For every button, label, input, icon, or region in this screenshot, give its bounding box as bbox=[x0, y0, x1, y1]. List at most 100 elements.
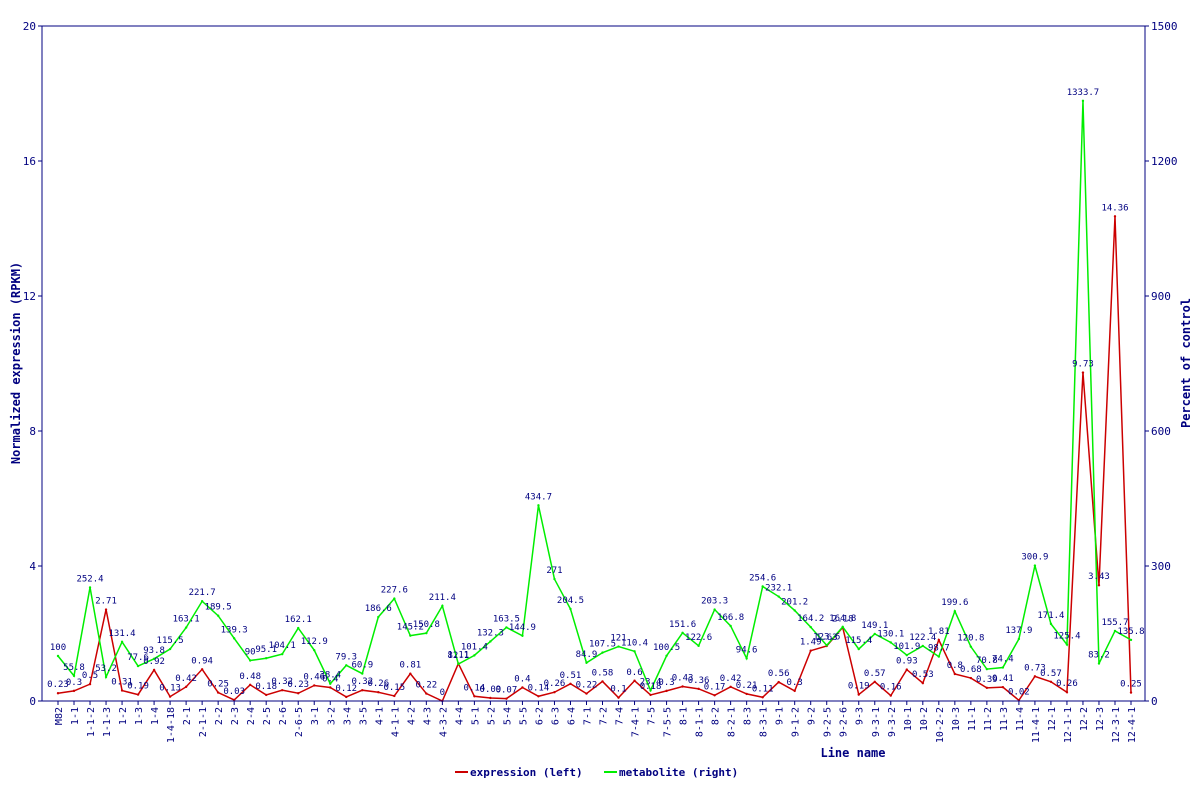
x-tick-label: 4-3 bbox=[422, 707, 433, 725]
data-label: 123.6 bbox=[813, 632, 840, 642]
data-point bbox=[361, 689, 364, 692]
x-tick-label: 11-2 bbox=[983, 707, 994, 731]
data-point bbox=[521, 634, 524, 637]
x-tick-label: 5-4 bbox=[502, 707, 513, 725]
data-point bbox=[297, 626, 300, 630]
data-label: 0.73 bbox=[1024, 663, 1046, 673]
data-label: 164.2 bbox=[797, 614, 824, 624]
x-tick-label: 12-4-1 bbox=[1127, 707, 1138, 743]
data-label: 0.36 bbox=[688, 676, 710, 686]
x-tick-label: 7-4-1 bbox=[631, 707, 642, 737]
data-point bbox=[697, 644, 700, 648]
data-point bbox=[168, 647, 172, 651]
x-tick-label: 2-4 bbox=[246, 707, 257, 725]
data-point bbox=[937, 638, 941, 642]
data-label: 0.58 bbox=[592, 668, 614, 678]
data-label: 0.15 bbox=[383, 683, 405, 693]
data-point bbox=[377, 691, 380, 694]
x-tick-label: 9-2-6 bbox=[839, 707, 850, 737]
data-point bbox=[969, 645, 973, 648]
data-point bbox=[345, 695, 348, 699]
data-label: 0.92 bbox=[143, 657, 165, 667]
x-tick-label: 5-5 bbox=[518, 707, 529, 725]
data-label: 115.5 bbox=[157, 636, 184, 646]
data-point bbox=[120, 640, 124, 644]
data-point bbox=[152, 668, 156, 672]
x-tick-label: 12-2 bbox=[1079, 707, 1090, 731]
data-label: 131.4 bbox=[109, 629, 136, 639]
right-y-axis: 0 300 600 900 1200 1500 bbox=[1145, 20, 1178, 708]
data-label: 163.5 bbox=[493, 614, 520, 624]
data-point bbox=[601, 651, 604, 654]
data-label: 135.8 bbox=[1117, 627, 1144, 637]
data-point bbox=[329, 686, 332, 689]
series-line-metabolite bbox=[57, 100, 1132, 693]
data-label: 149.1 bbox=[861, 621, 888, 631]
data-label: 0.93 bbox=[896, 657, 918, 667]
x-tick-label: 9-2-5 bbox=[823, 707, 834, 737]
x-tick-label: 7-4 bbox=[615, 707, 626, 725]
data-label: 211.4 bbox=[429, 593, 456, 603]
data-point bbox=[601, 680, 604, 683]
data-label: 74.4 bbox=[992, 655, 1014, 665]
data-point bbox=[216, 614, 220, 617]
data-label: 90 bbox=[245, 648, 256, 658]
data-label: 186.6 bbox=[365, 604, 392, 614]
x-tick-label: 10-3 bbox=[951, 707, 962, 731]
data-point bbox=[1033, 564, 1037, 567]
right-axis-title: Percent of control bbox=[1179, 298, 1193, 428]
data-point bbox=[1081, 99, 1085, 103]
x-tick-label: 4-2 bbox=[406, 707, 417, 725]
x-tick-label: 9-3-2 bbox=[887, 707, 898, 737]
plot-series bbox=[56, 99, 1133, 703]
data-label: 0.3 bbox=[66, 678, 82, 688]
data-label: 145.2 bbox=[397, 623, 424, 633]
data-label: 0.68 bbox=[960, 665, 982, 675]
data-point bbox=[1033, 675, 1037, 678]
data-label: 0.3 bbox=[658, 678, 674, 688]
data-label: 94.6 bbox=[736, 645, 758, 655]
data-point bbox=[1065, 691, 1069, 694]
data-point bbox=[617, 696, 620, 699]
x-tick-label: M82 bbox=[54, 707, 65, 725]
legend-label-metabolite: metabolite (right) bbox=[619, 766, 738, 779]
data-label: 0.26 bbox=[544, 679, 566, 689]
left-y-axis: 0 4 8 12 16 20 bbox=[23, 20, 42, 708]
data-point bbox=[665, 689, 668, 693]
data-point bbox=[761, 696, 764, 699]
data-point bbox=[1001, 685, 1005, 689]
data-label: 162.1 bbox=[285, 615, 312, 625]
data-label: 115.4 bbox=[845, 636, 872, 646]
data-label: 0.16 bbox=[880, 683, 902, 693]
data-label: 0.13 bbox=[159, 684, 181, 694]
legend-label-expression: expression (left) bbox=[470, 766, 583, 779]
data-point bbox=[377, 615, 380, 619]
data-label: 0.48 bbox=[239, 672, 261, 682]
data-point bbox=[857, 647, 860, 651]
data-label: 0.25 bbox=[1120, 680, 1142, 690]
data-label: 0.4 bbox=[514, 675, 530, 685]
x-tick-label: 6-3 bbox=[550, 707, 561, 725]
data-label: 107.5 bbox=[589, 640, 616, 650]
data-point bbox=[809, 649, 812, 652]
data-label: 434.7 bbox=[525, 492, 552, 502]
x-tick-label: 8-1-1 bbox=[695, 707, 706, 737]
x-tick-label: 7-2 bbox=[599, 707, 610, 725]
data-label: 60.9 bbox=[351, 661, 373, 671]
x-tick-label: 2-6-5 bbox=[294, 707, 305, 737]
data-label: 163.1 bbox=[173, 615, 200, 625]
data-point bbox=[953, 672, 957, 676]
data-point bbox=[56, 692, 60, 695]
data-label: 0.03 bbox=[223, 687, 245, 697]
data-point bbox=[633, 679, 636, 682]
data-point bbox=[281, 652, 284, 656]
series-line-expression bbox=[57, 216, 1132, 703]
data-label: 0.22 bbox=[576, 681, 598, 691]
left-tick-label: 12 bbox=[23, 290, 36, 303]
data-point bbox=[1129, 691, 1133, 694]
data-point bbox=[72, 674, 76, 678]
data-point bbox=[425, 692, 428, 695]
data-point bbox=[729, 685, 732, 689]
data-label: 83.2 bbox=[1088, 651, 1110, 661]
x-tick-label: 1-4-18 bbox=[166, 707, 177, 743]
